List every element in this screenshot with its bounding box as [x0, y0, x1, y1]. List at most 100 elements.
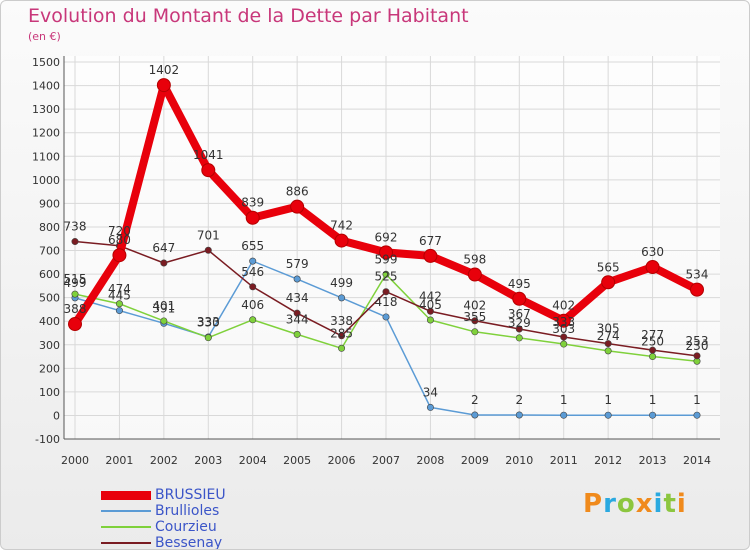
data-label-brussieu: 598 — [463, 253, 486, 267]
y-tick-label: 200 — [39, 362, 60, 375]
data-label-courzieu: 285 — [330, 326, 353, 340]
data-point-brullioles — [115, 307, 123, 315]
data-point-bessenay — [249, 283, 257, 291]
x-tick-label: 2003 — [194, 454, 222, 467]
data-label-brullioles: 418 — [375, 295, 398, 309]
data-point-courzieu — [426, 316, 434, 324]
data-point-brussieu — [112, 248, 127, 263]
legend-item-brussieu: BRUSSIEU — [101, 487, 226, 503]
data-label-brussieu: 1041 — [193, 148, 224, 162]
data-point-brullioles — [249, 257, 257, 265]
data-label-bessenay: 253 — [686, 334, 709, 348]
series-layer — [68, 78, 704, 419]
x-tick-label: 2007 — [372, 454, 400, 467]
plot-area — [64, 56, 720, 439]
grid — [64, 56, 720, 440]
y-tick-label: 800 — [39, 221, 60, 234]
data-point-courzieu — [204, 334, 212, 342]
data-point-brullioles — [293, 275, 301, 283]
data-label-brussieu: 680 — [108, 233, 131, 247]
data-point-bessenay — [71, 238, 79, 246]
y-tick-label: 1200 — [32, 127, 60, 140]
x-tick-label: 2004 — [239, 454, 267, 467]
data-point-bessenay — [649, 346, 657, 354]
legend-swatch — [101, 490, 151, 500]
data-point-bessenay — [560, 333, 568, 341]
legend-label: BRUSSIEU — [155, 487, 226, 503]
data-point-brullioles — [338, 294, 346, 302]
data-point-brussieu — [645, 259, 660, 274]
data-label-brullioles: 499 — [64, 276, 87, 290]
data-label-brullioles: 499 — [330, 276, 353, 290]
data-point-courzieu — [604, 347, 612, 355]
data-point-brussieu — [201, 163, 216, 178]
data-label-bessenay: 647 — [152, 241, 175, 255]
legend-swatch — [101, 542, 151, 544]
data-label-bessenay: 402 — [463, 299, 486, 313]
data-point-brussieu — [156, 78, 171, 93]
data-label-brullioles: 655 — [241, 239, 264, 253]
data-point-courzieu — [382, 270, 390, 278]
data-point-brullioles — [693, 411, 701, 419]
legend-item-bessenay: Bessenay — [101, 535, 223, 550]
unit-label: (en €) — [28, 30, 61, 43]
data-label-courzieu: 515 — [64, 272, 87, 286]
data-label-bessenay: 305 — [597, 322, 620, 336]
data-label-courzieu: 355 — [463, 310, 486, 324]
data-point-courzieu — [160, 317, 168, 325]
proxiti-logo: Proxiti — [583, 489, 687, 519]
data-label-courzieu: 405 — [419, 298, 442, 312]
data-point-brullioles — [515, 411, 523, 419]
data-label-brussieu: 388 — [64, 302, 87, 316]
data-point-courzieu — [649, 353, 657, 361]
data-point-brussieu — [556, 313, 571, 328]
data-point-brussieu — [601, 275, 616, 290]
y-tick-label: 100 — [39, 386, 60, 399]
data-point-courzieu — [293, 330, 301, 338]
data-point-bessenay — [515, 325, 523, 333]
data-point-courzieu — [560, 340, 568, 348]
data-point-courzieu — [471, 328, 479, 336]
legend-item-courzieu: Courzieu — [101, 519, 217, 535]
data-point-brussieu — [68, 317, 82, 332]
y-tick-label: 900 — [39, 197, 60, 210]
data-label-courzieu: 406 — [241, 298, 264, 312]
data-label-brullioles: 2 — [515, 393, 523, 407]
y-tick-label: 1300 — [32, 103, 60, 116]
data-point-courzieu — [71, 290, 79, 298]
data-label-brussieu: 742 — [330, 219, 353, 233]
y-tick-label: 1000 — [32, 174, 60, 187]
chart-title: Evolution du Montant de la Dette par Hab… — [28, 5, 469, 27]
data-point-brussieu — [423, 248, 438, 263]
legend-label: Brullioles — [155, 503, 220, 519]
data-label-brussieu: 886 — [286, 185, 309, 199]
x-tick-label: 2008 — [416, 454, 444, 467]
data-label-brullioles: 391 — [152, 301, 175, 315]
data-label-courzieu: 330 — [197, 316, 220, 330]
x-tick-label: 2010 — [505, 454, 533, 467]
data-label-brullioles: 34 — [423, 385, 438, 399]
legend-label: Courzieu — [155, 519, 217, 535]
data-point-courzieu — [249, 316, 257, 324]
data-label-courzieu: 474 — [108, 282, 131, 296]
data-label-bessenay: 738 — [64, 220, 87, 234]
data-label-brullioles: 579 — [286, 257, 309, 271]
data-label-brullioles: 445 — [108, 289, 131, 303]
legend-swatch — [101, 510, 151, 512]
y-tick-label: 400 — [39, 315, 60, 328]
x-tick-label: 2002 — [150, 454, 178, 467]
data-point-courzieu — [338, 344, 346, 352]
legend-label: Bessenay — [155, 535, 223, 550]
data-point-courzieu — [115, 300, 123, 308]
data-label-brullioles: 1 — [693, 393, 701, 407]
data-label-bessenay: 701 — [197, 228, 220, 242]
data-label-brussieu: 495 — [508, 277, 531, 291]
data-label-bessenay: 720 — [108, 224, 131, 238]
data-point-bessenay — [693, 352, 701, 360]
data-point-brussieu — [379, 245, 393, 260]
data-label-bessenay: 367 — [508, 307, 531, 321]
data-point-brullioles — [471, 411, 479, 419]
data-label-brussieu: 534 — [686, 268, 709, 282]
data-label-bessenay: 442 — [419, 289, 442, 303]
